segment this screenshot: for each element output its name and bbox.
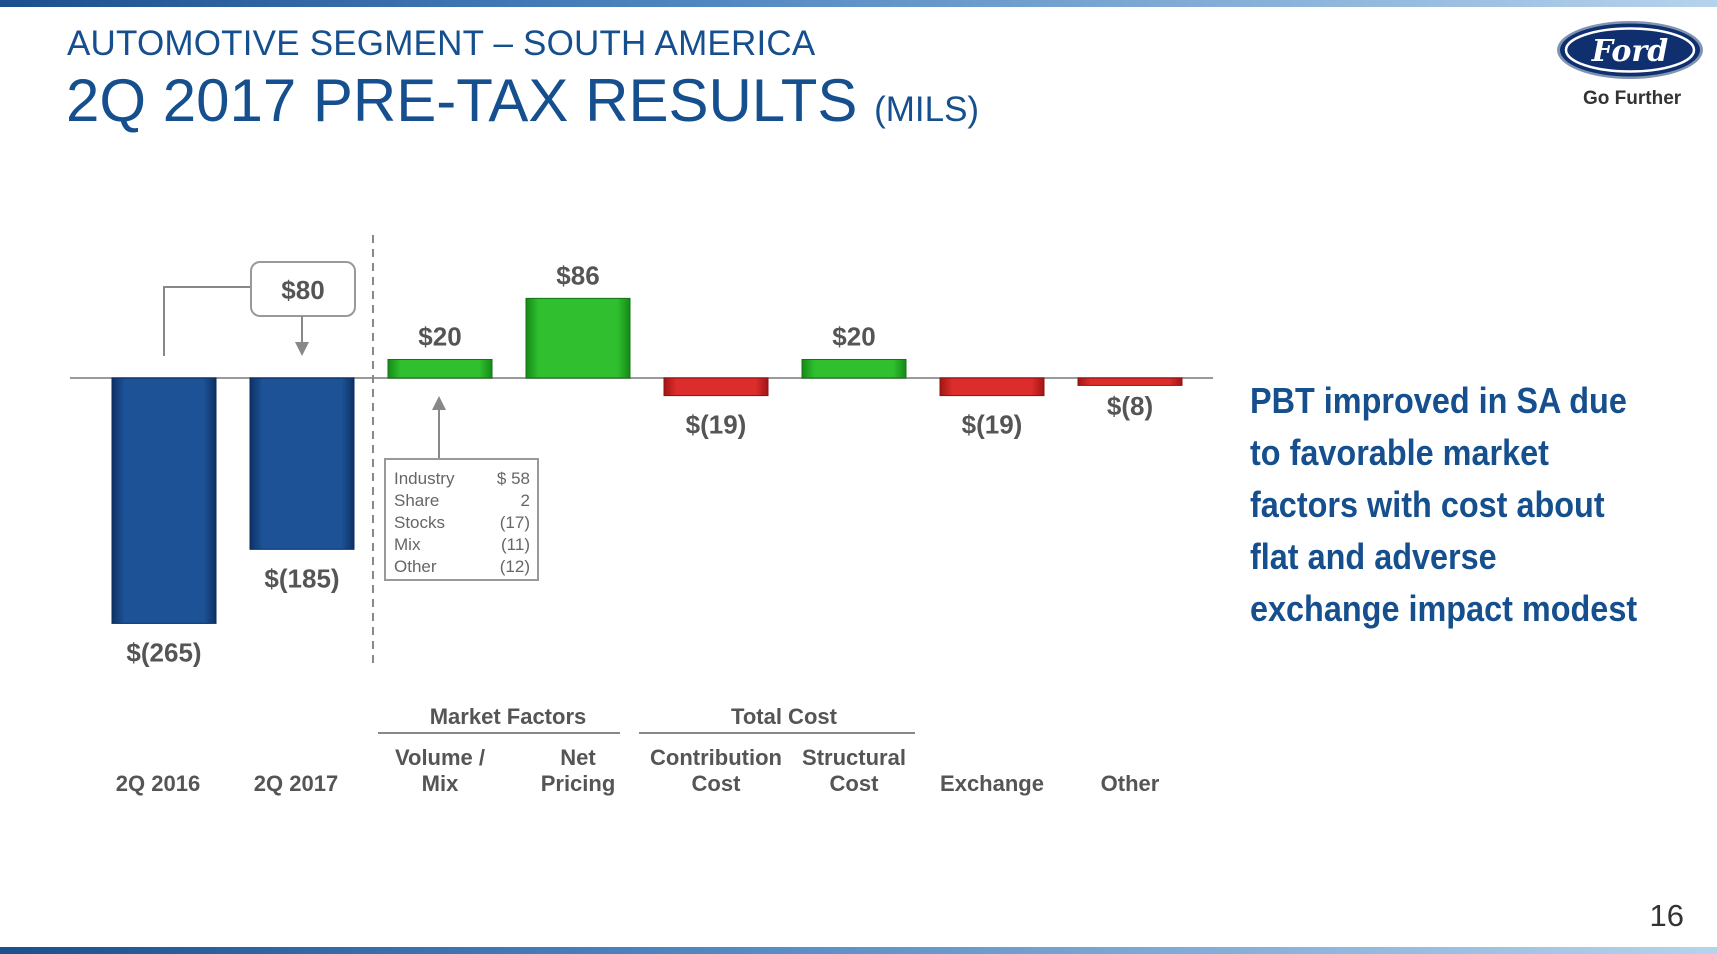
detail-label-stocks: Stocks: [394, 513, 445, 532]
group-label-market-factors: Market Factors: [430, 704, 587, 729]
detail-value-industry: $ 58: [497, 469, 530, 488]
value-label-volume-mix: $20: [418, 321, 461, 351]
top-accent-bar: [0, 0, 1717, 7]
category-label-volume-mix: Volume / Mix: [395, 745, 485, 796]
bar-net-pricing: [525, 297, 631, 379]
slide-subtitle: AUTOMOTIVE SEGMENT – SOUTH AMERICA: [67, 24, 816, 63]
slide-title: 2Q 2017 PRE-TAX RESULTS (MILS): [66, 66, 979, 135]
detail-label-mix: Mix: [394, 535, 421, 554]
page-number: 16: [1649, 898, 1684, 933]
category-labels-layer: 2Q 2016 2Q 2017 Volume / Mix Net Pricing Contr…: [116, 745, 1160, 796]
value-label-exchange: $(19): [962, 410, 1023, 440]
logo-text: Ford: [1591, 34, 1668, 69]
value-label-other: $(8): [1107, 391, 1153, 421]
bar-volume-mix: [387, 358, 493, 379]
bar-exchange: [939, 377, 1045, 397]
bar-other: [1077, 377, 1183, 386]
detail-value-stocks: (17): [500, 513, 530, 532]
detail-box: [384, 458, 539, 581]
bar-contribution-cost: [663, 377, 769, 397]
bar-2q-2017: [249, 377, 355, 550]
title-unit: (MILS): [874, 90, 980, 129]
value-label-structural-cost: $20: [832, 321, 875, 351]
detail-value-share: 2: [521, 491, 530, 510]
value-label-contribution-cost: $(19): [686, 410, 747, 440]
category-label-contribution-cost: Contribution Cost: [650, 745, 782, 796]
detail-label-other: Other: [394, 557, 437, 576]
callout-text: PBT improved in SA due to favorable mark…: [1250, 380, 1638, 629]
category-label-other: Other: [1101, 771, 1160, 796]
ford-logo: Ford: [1555, 20, 1705, 115]
logo-tagline: Go Further: [1583, 88, 1682, 109]
category-label-net-pricing: Net Pricing: [541, 745, 616, 796]
bar-2q-2016: [111, 377, 217, 624]
change-connector: [163, 286, 251, 356]
detail-arrow-head: [432, 396, 446, 410]
category-label-exchange: Exchange: [940, 771, 1044, 796]
bars-layer: [111, 297, 1183, 624]
value-labels-layer: $(265) $(185) $20 $86 $(19) $20 $(19) $(8): [126, 260, 1153, 667]
category-label-2q-2017: 2Q 2017: [254, 771, 338, 796]
detail-value-mix: (11): [501, 535, 530, 554]
value-label-2q-2016: $(265): [126, 637, 201, 667]
category-label-structural-cost: Structural Cost: [802, 745, 906, 796]
detail-rows: Industry $ 58 Share 2 Stocks (17) Mix (11) Other…: [394, 469, 530, 576]
title-text: 2Q 2017 PRE-TAX RESULTS: [66, 67, 858, 134]
change-arrow-head: [295, 342, 309, 356]
detail-label-share: Share: [394, 491, 439, 510]
bar-structural-cost: [801, 358, 907, 379]
category-label-2q-2016: 2Q 2016: [116, 771, 200, 796]
value-label-net-pricing: $86: [556, 260, 599, 290]
value-label-2q-2017: $(185): [264, 563, 339, 593]
detail-label-industry: Industry: [394, 469, 455, 488]
change-label: $80: [281, 275, 324, 305]
group-label-total-cost: Total Cost: [731, 704, 838, 729]
detail-value-other: (12): [500, 557, 530, 576]
bottom-accent-bar: [0, 947, 1717, 954]
